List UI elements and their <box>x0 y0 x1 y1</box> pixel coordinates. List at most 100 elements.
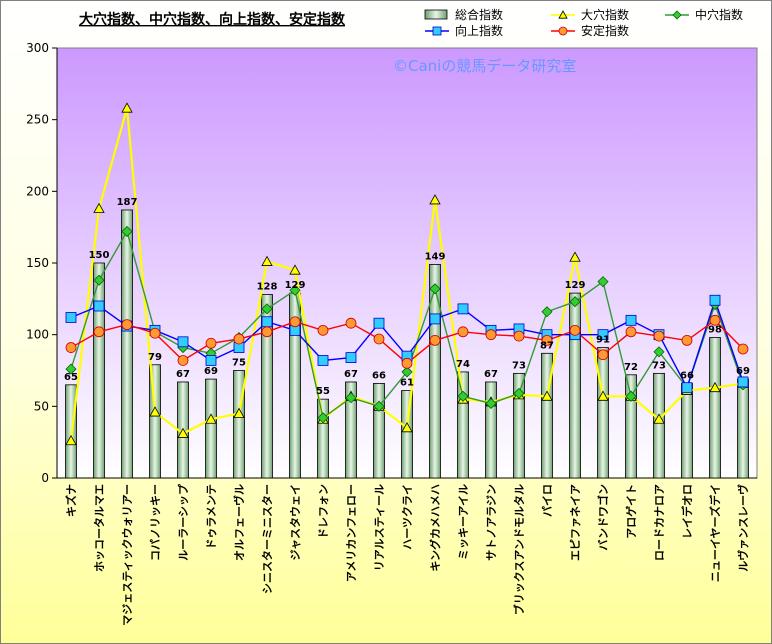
category-label: マジェスティックウォリアー <box>121 484 134 626</box>
data-label: 67 <box>484 369 498 380</box>
point-marker <box>569 324 581 336</box>
category-label: ハーツクライ <box>401 484 414 550</box>
point-marker <box>401 422 413 433</box>
bar <box>485 381 497 479</box>
data-label: 98 <box>708 325 722 336</box>
point-marker <box>205 413 217 424</box>
data-label: 150 <box>89 250 110 261</box>
point-marker <box>289 264 301 275</box>
data-label: 69 <box>204 366 218 377</box>
point-marker <box>149 406 161 417</box>
point-marker <box>233 333 245 345</box>
data-label: 91 <box>596 335 610 346</box>
category-label: コパノリッキー <box>149 484 162 561</box>
bar <box>625 374 637 479</box>
data-label: 72 <box>624 362 638 373</box>
point-marker <box>289 284 301 296</box>
data-label: 65 <box>64 372 78 383</box>
data-label: 66 <box>372 370 386 381</box>
bar <box>457 371 469 479</box>
point-marker <box>513 330 525 342</box>
point-marker <box>121 225 133 238</box>
data-label: 79 <box>148 352 162 363</box>
point-marker <box>401 366 413 378</box>
point-marker <box>233 407 245 418</box>
point-marker <box>709 294 721 306</box>
bar <box>93 262 105 479</box>
bar <box>121 209 133 479</box>
point-marker <box>737 343 749 355</box>
point-marker <box>485 329 497 341</box>
point-marker <box>205 337 217 349</box>
legend-marker <box>672 10 682 20</box>
point-marker <box>681 382 693 394</box>
category-label: アロゲイト <box>624 484 638 539</box>
point-marker <box>317 355 329 366</box>
data-label: 73 <box>652 360 666 371</box>
point-marker <box>653 413 665 424</box>
category-label: サトノアラジン <box>485 484 498 561</box>
point-marker <box>65 363 77 375</box>
point-marker <box>121 102 133 113</box>
point-marker <box>625 390 637 402</box>
point-marker <box>93 274 105 286</box>
legend-label: 総合指数 <box>455 7 503 22</box>
legend-label: 安定指数 <box>581 23 629 38</box>
bar <box>429 264 441 479</box>
category-label: キングカメハメハ <box>428 484 442 572</box>
point-marker <box>345 352 357 364</box>
bar <box>653 372 665 479</box>
data-label: 128 <box>257 282 278 293</box>
category-label: エピファネイア <box>569 484 582 561</box>
legend-label: 中穴指数 <box>695 7 743 22</box>
point-marker <box>597 390 609 401</box>
point-marker <box>737 376 749 388</box>
bar <box>513 372 525 479</box>
bar <box>681 382 693 479</box>
point-marker <box>569 251 581 262</box>
data-label: 67 <box>176 369 190 380</box>
category-label: ルヴァンスレーヴ <box>736 484 750 572</box>
category-label: シニスターミニスター <box>261 484 274 594</box>
bar <box>261 294 273 479</box>
category-label: オルフェーヴル <box>232 484 246 561</box>
point-marker <box>261 255 273 266</box>
data-label: 149 <box>425 251 446 262</box>
data-label: 69 <box>736 366 750 377</box>
y-tick-label: 300 <box>26 41 49 55</box>
point-marker <box>121 319 133 331</box>
point-marker <box>317 412 329 424</box>
point-marker <box>457 390 469 402</box>
category-label: アメリカンフェロー <box>345 484 358 582</box>
point-marker <box>289 316 301 328</box>
category-label: ロードカナロア <box>653 484 666 561</box>
bar <box>401 390 413 479</box>
point-marker <box>709 314 721 326</box>
point-marker <box>597 329 609 341</box>
point-marker <box>625 314 637 326</box>
data-labels: 65 150 187 79 67 69 75 128 129 55 67 66 61 149 74 67 73 8… <box>64 197 750 397</box>
bar <box>149 364 161 479</box>
y-tick-label: 50 <box>34 399 49 413</box>
point-marker <box>93 300 105 312</box>
watermark: ©Caniの競馬データ研究室 <box>393 57 576 75</box>
data-label: 87 <box>540 340 554 351</box>
point-marker <box>373 333 385 345</box>
category-label: ブリックスアンドモルタル <box>512 484 526 615</box>
y-tick-label: 100 <box>26 328 49 342</box>
y-tick-label: 0 <box>41 471 49 485</box>
point-marker <box>429 194 441 205</box>
y-tick-label: 200 <box>26 184 49 198</box>
point-marker <box>541 390 553 401</box>
category-label: ルーラーシップ <box>176 483 190 561</box>
category-label: ジャスタウェイ <box>289 484 302 560</box>
category-label: ミッキーアイル <box>457 484 470 560</box>
point-marker <box>429 334 441 346</box>
point-marker <box>457 303 469 315</box>
point-marker <box>65 312 77 323</box>
point-marker <box>317 324 329 336</box>
point-marker <box>93 326 105 338</box>
point-marker <box>429 313 441 325</box>
chart-title: 大穴指数、中穴指数、向上指数、安定指数 <box>79 11 346 28</box>
